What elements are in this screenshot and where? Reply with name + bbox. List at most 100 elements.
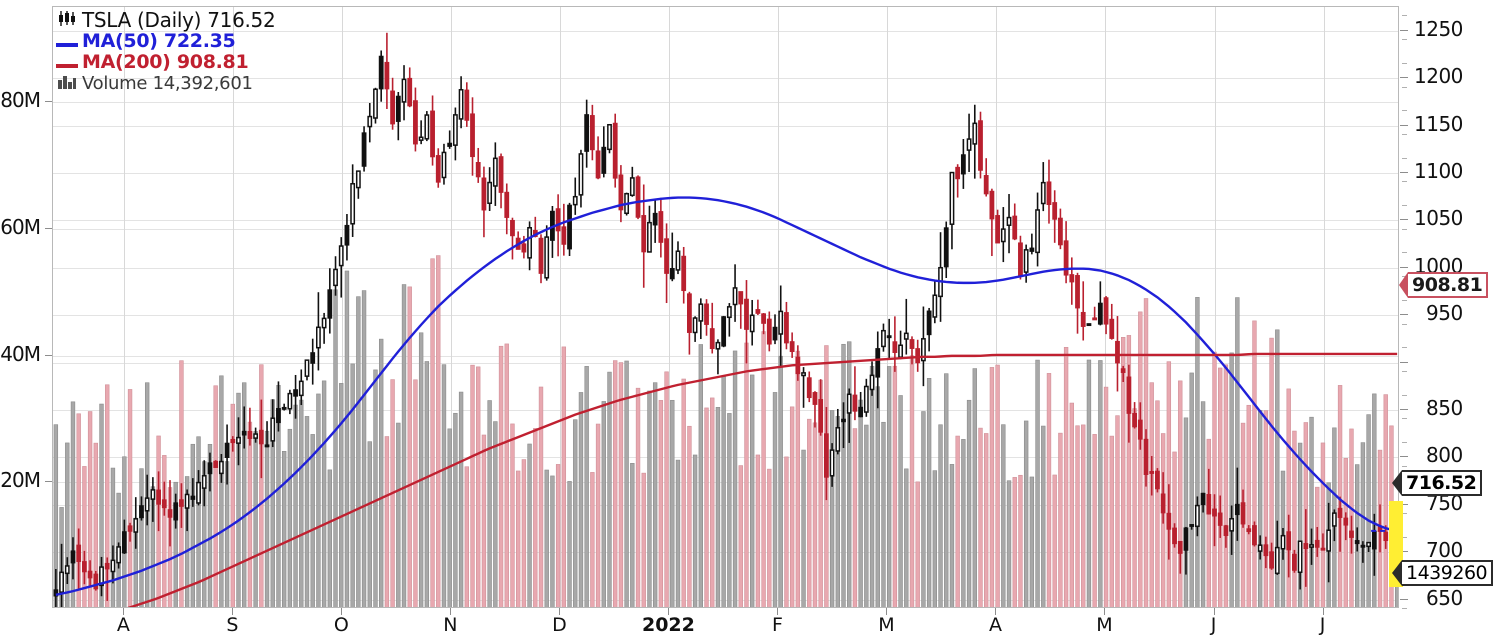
price-axis-tick <box>1400 124 1408 126</box>
volume-bar <box>1218 367 1223 607</box>
volume-bar <box>127 389 133 607</box>
candle-body <box>898 344 903 358</box>
candle-body <box>841 418 846 423</box>
price-axis-minor-tick <box>1402 110 1407 112</box>
volume-bar <box>515 470 521 607</box>
volume-bar <box>698 344 703 607</box>
price-axis-label: 1250 <box>1414 16 1463 41</box>
last-price-tag[interactable]: 716.52 <box>1392 470 1483 496</box>
volume-axis[interactable]: 20M 40M 60M 80M <box>0 0 52 630</box>
volume-bar <box>339 383 344 607</box>
legend-row-volume[interactable]: Volume 14,392,601 <box>56 73 275 94</box>
candle-body <box>972 122 978 145</box>
legend-ma200-label: MA(200) 908.81 <box>82 51 249 73</box>
candle-body <box>213 460 219 468</box>
candle-body <box>555 208 561 232</box>
volume-bar <box>1206 438 1211 607</box>
candle-body <box>447 142 453 147</box>
volume-bar <box>1069 402 1074 607</box>
candle-body <box>53 589 59 597</box>
date-axis-label: J <box>1319 614 1326 636</box>
volume-bar <box>892 365 898 607</box>
volume-bar <box>1360 442 1366 607</box>
red-line-swatch-icon <box>56 52 78 73</box>
candle-body <box>64 565 70 575</box>
vertical-gridline <box>778 7 780 607</box>
volume-bar <box>1121 337 1126 607</box>
date-axis[interactable]: A S O N D 2022 F M A M J J <box>52 608 1399 636</box>
candle-body <box>681 255 687 292</box>
volume-bar <box>1297 442 1303 607</box>
volume-bar <box>1012 477 1017 607</box>
candle-body <box>715 341 721 350</box>
candle-body <box>104 562 110 570</box>
price-axis-minor-tick <box>1402 442 1407 444</box>
volume-bar <box>1223 364 1229 607</box>
candle-body <box>1080 311 1086 327</box>
volume-bar <box>1275 329 1280 607</box>
candle-body <box>253 433 259 439</box>
candle-body <box>1126 376 1132 414</box>
candle-body <box>1000 228 1006 243</box>
last-volume-tag[interactable]: 1439260 <box>1392 560 1494 586</box>
legend-row-symbol[interactable]: TSLA (Daily) 716.52 <box>56 10 276 31</box>
volume-bar <box>664 371 669 607</box>
candle-body <box>498 156 504 193</box>
candle-body <box>618 174 624 211</box>
candle-body <box>647 221 652 253</box>
volume-bar <box>630 463 635 607</box>
volume-bar <box>1001 424 1006 607</box>
candle-body <box>116 546 122 564</box>
volume-bar <box>681 378 686 607</box>
candle-body <box>1137 419 1143 440</box>
volume-bar <box>361 290 367 607</box>
candle-body <box>344 224 350 246</box>
volume-bar <box>293 404 298 607</box>
candle-body <box>236 436 241 444</box>
price-axis-minor-tick <box>1402 418 1407 420</box>
legend-row-ma50[interactable]: MA(50) 722.35 <box>56 31 275 52</box>
date-axis-tick <box>995 608 997 615</box>
price-axis[interactable]: 1250 1200 1150 1100 1050 1000 950 850 800 750 700 6… <box>1400 0 1500 630</box>
chart-plot-area[interactable] <box>52 6 1399 608</box>
date-axis-tick <box>668 608 670 615</box>
candle-body <box>704 303 709 325</box>
volume-bar <box>555 464 561 607</box>
candle-body <box>70 550 76 564</box>
price-axis-tick <box>1400 77 1408 79</box>
candle-body <box>1035 209 1040 254</box>
volume-bar <box>401 284 407 607</box>
volume-bar <box>82 466 87 607</box>
candle-body <box>1223 525 1229 536</box>
candle-body <box>675 250 681 271</box>
candle-body <box>652 212 658 226</box>
volume-bar <box>1058 432 1063 607</box>
candle-body <box>304 359 310 377</box>
volume-bar <box>1189 372 1194 607</box>
candle-body <box>881 329 886 348</box>
candle-body <box>1200 492 1206 506</box>
volume-bar <box>373 369 378 607</box>
volume-bar <box>1383 394 1388 607</box>
volume-bar <box>1366 414 1371 607</box>
candle-body <box>1012 215 1018 240</box>
candle-body <box>915 348 921 364</box>
ma200-value-tag[interactable]: 908.81 <box>1399 272 1489 298</box>
volume-bar <box>921 411 926 607</box>
price-axis-minor-tick <box>1402 86 1407 88</box>
volume-bar <box>1155 400 1160 607</box>
volume-bar <box>704 407 709 607</box>
volume-bar <box>1286 388 1291 607</box>
price-axis-label: 1150 <box>1414 111 1463 136</box>
volume-bar <box>1212 351 1217 607</box>
date-axis-label: O <box>333 614 349 636</box>
candle-body <box>1166 512 1172 530</box>
candle-body <box>726 306 732 319</box>
volume-bar <box>807 418 812 607</box>
date-axis-label: A <box>116 614 130 636</box>
volume-bar <box>538 386 544 607</box>
volume-bar <box>795 350 801 607</box>
candle-body <box>1046 181 1052 206</box>
volume-bar <box>687 425 692 607</box>
legend-row-ma200[interactable]: MA(200) 908.81 <box>56 52 275 73</box>
